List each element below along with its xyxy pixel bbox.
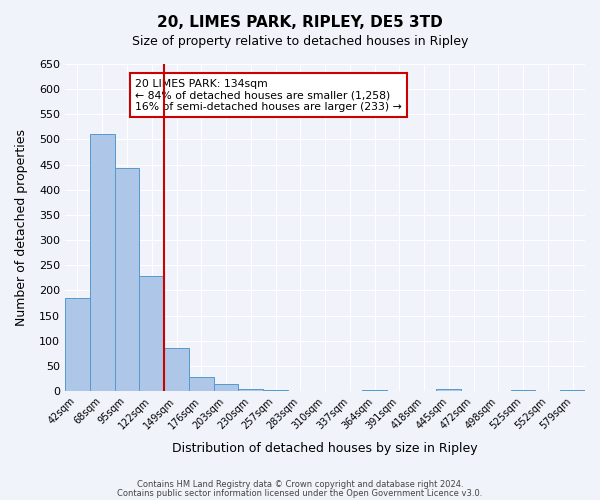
Text: 20 LIMES PARK: 134sqm
← 84% of detached houses are smaller (1,258)
16% of semi-d: 20 LIMES PARK: 134sqm ← 84% of detached … <box>135 78 402 112</box>
Bar <box>436 388 461 391</box>
Bar <box>560 390 585 391</box>
Bar <box>164 348 189 391</box>
Bar <box>115 168 139 391</box>
Bar <box>511 390 535 391</box>
Bar <box>362 390 387 391</box>
Text: 20, LIMES PARK, RIPLEY, DE5 3TD: 20, LIMES PARK, RIPLEY, DE5 3TD <box>157 15 443 30</box>
Bar <box>263 390 288 391</box>
Bar <box>65 298 90 391</box>
Bar <box>139 276 164 391</box>
Y-axis label: Number of detached properties: Number of detached properties <box>15 129 28 326</box>
Bar <box>189 377 214 391</box>
Text: Contains HM Land Registry data © Crown copyright and database right 2024.: Contains HM Land Registry data © Crown c… <box>137 480 463 489</box>
Text: Contains public sector information licensed under the Open Government Licence v3: Contains public sector information licen… <box>118 488 482 498</box>
Bar <box>214 384 238 391</box>
Text: Size of property relative to detached houses in Ripley: Size of property relative to detached ho… <box>132 35 468 48</box>
X-axis label: Distribution of detached houses by size in Ripley: Distribution of detached houses by size … <box>172 442 478 455</box>
Bar <box>90 134 115 391</box>
Bar <box>238 388 263 391</box>
